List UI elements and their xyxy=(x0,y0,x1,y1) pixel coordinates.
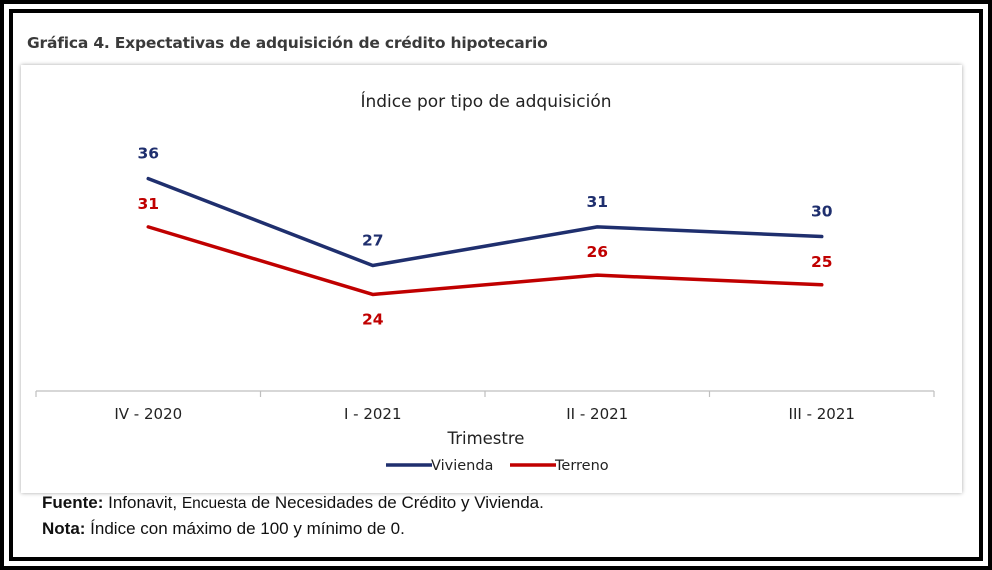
x-tick-label: III - 2021 xyxy=(789,405,855,423)
x-axis-title: Trimestre xyxy=(447,429,525,448)
source-note: Fuente: Infonavit, Encuesta de Necesidad… xyxy=(42,493,544,513)
data-label-terreno: 25 xyxy=(811,253,833,271)
source-text-c: de Necesidades de Crédito y Vivienda. xyxy=(246,493,544,512)
data-label-vivienda: 31 xyxy=(586,193,608,211)
data-label-vivienda: 30 xyxy=(811,203,833,221)
series-line-terreno xyxy=(146,225,824,297)
series-line-vivienda xyxy=(146,176,824,268)
chart-heading: Gráfica 4. Expectativas de adquisición d… xyxy=(27,34,548,52)
source-text-b: Encuesta xyxy=(181,495,247,512)
legend-label-vivienda: Vivienda xyxy=(431,458,493,474)
data-label-vivienda: 36 xyxy=(137,145,159,163)
x-tick-label: IV - 2020 xyxy=(114,405,182,423)
data-label-terreno: 26 xyxy=(586,243,608,261)
note-text: Índice con máximo de 100 y mínimo de 0. xyxy=(85,519,405,538)
data-label-terreno: 31 xyxy=(137,195,159,213)
note-line: Nota: Índice con máximo de 100 y mínimo … xyxy=(42,519,405,539)
source-label: Fuente: xyxy=(42,493,104,512)
plot-panel xyxy=(21,65,962,493)
data-label-terreno: 24 xyxy=(362,310,384,328)
chart-title: Índice por tipo de adquisición xyxy=(360,90,611,112)
note-label: Nota: xyxy=(42,519,86,538)
legend-label-terreno: Terreno xyxy=(554,458,609,474)
x-tick-label: I - 2021 xyxy=(344,405,402,423)
source-text-a: Infonavit, xyxy=(103,493,182,512)
x-tick-label: II - 2021 xyxy=(566,405,628,423)
data-label-vivienda: 27 xyxy=(362,232,384,250)
